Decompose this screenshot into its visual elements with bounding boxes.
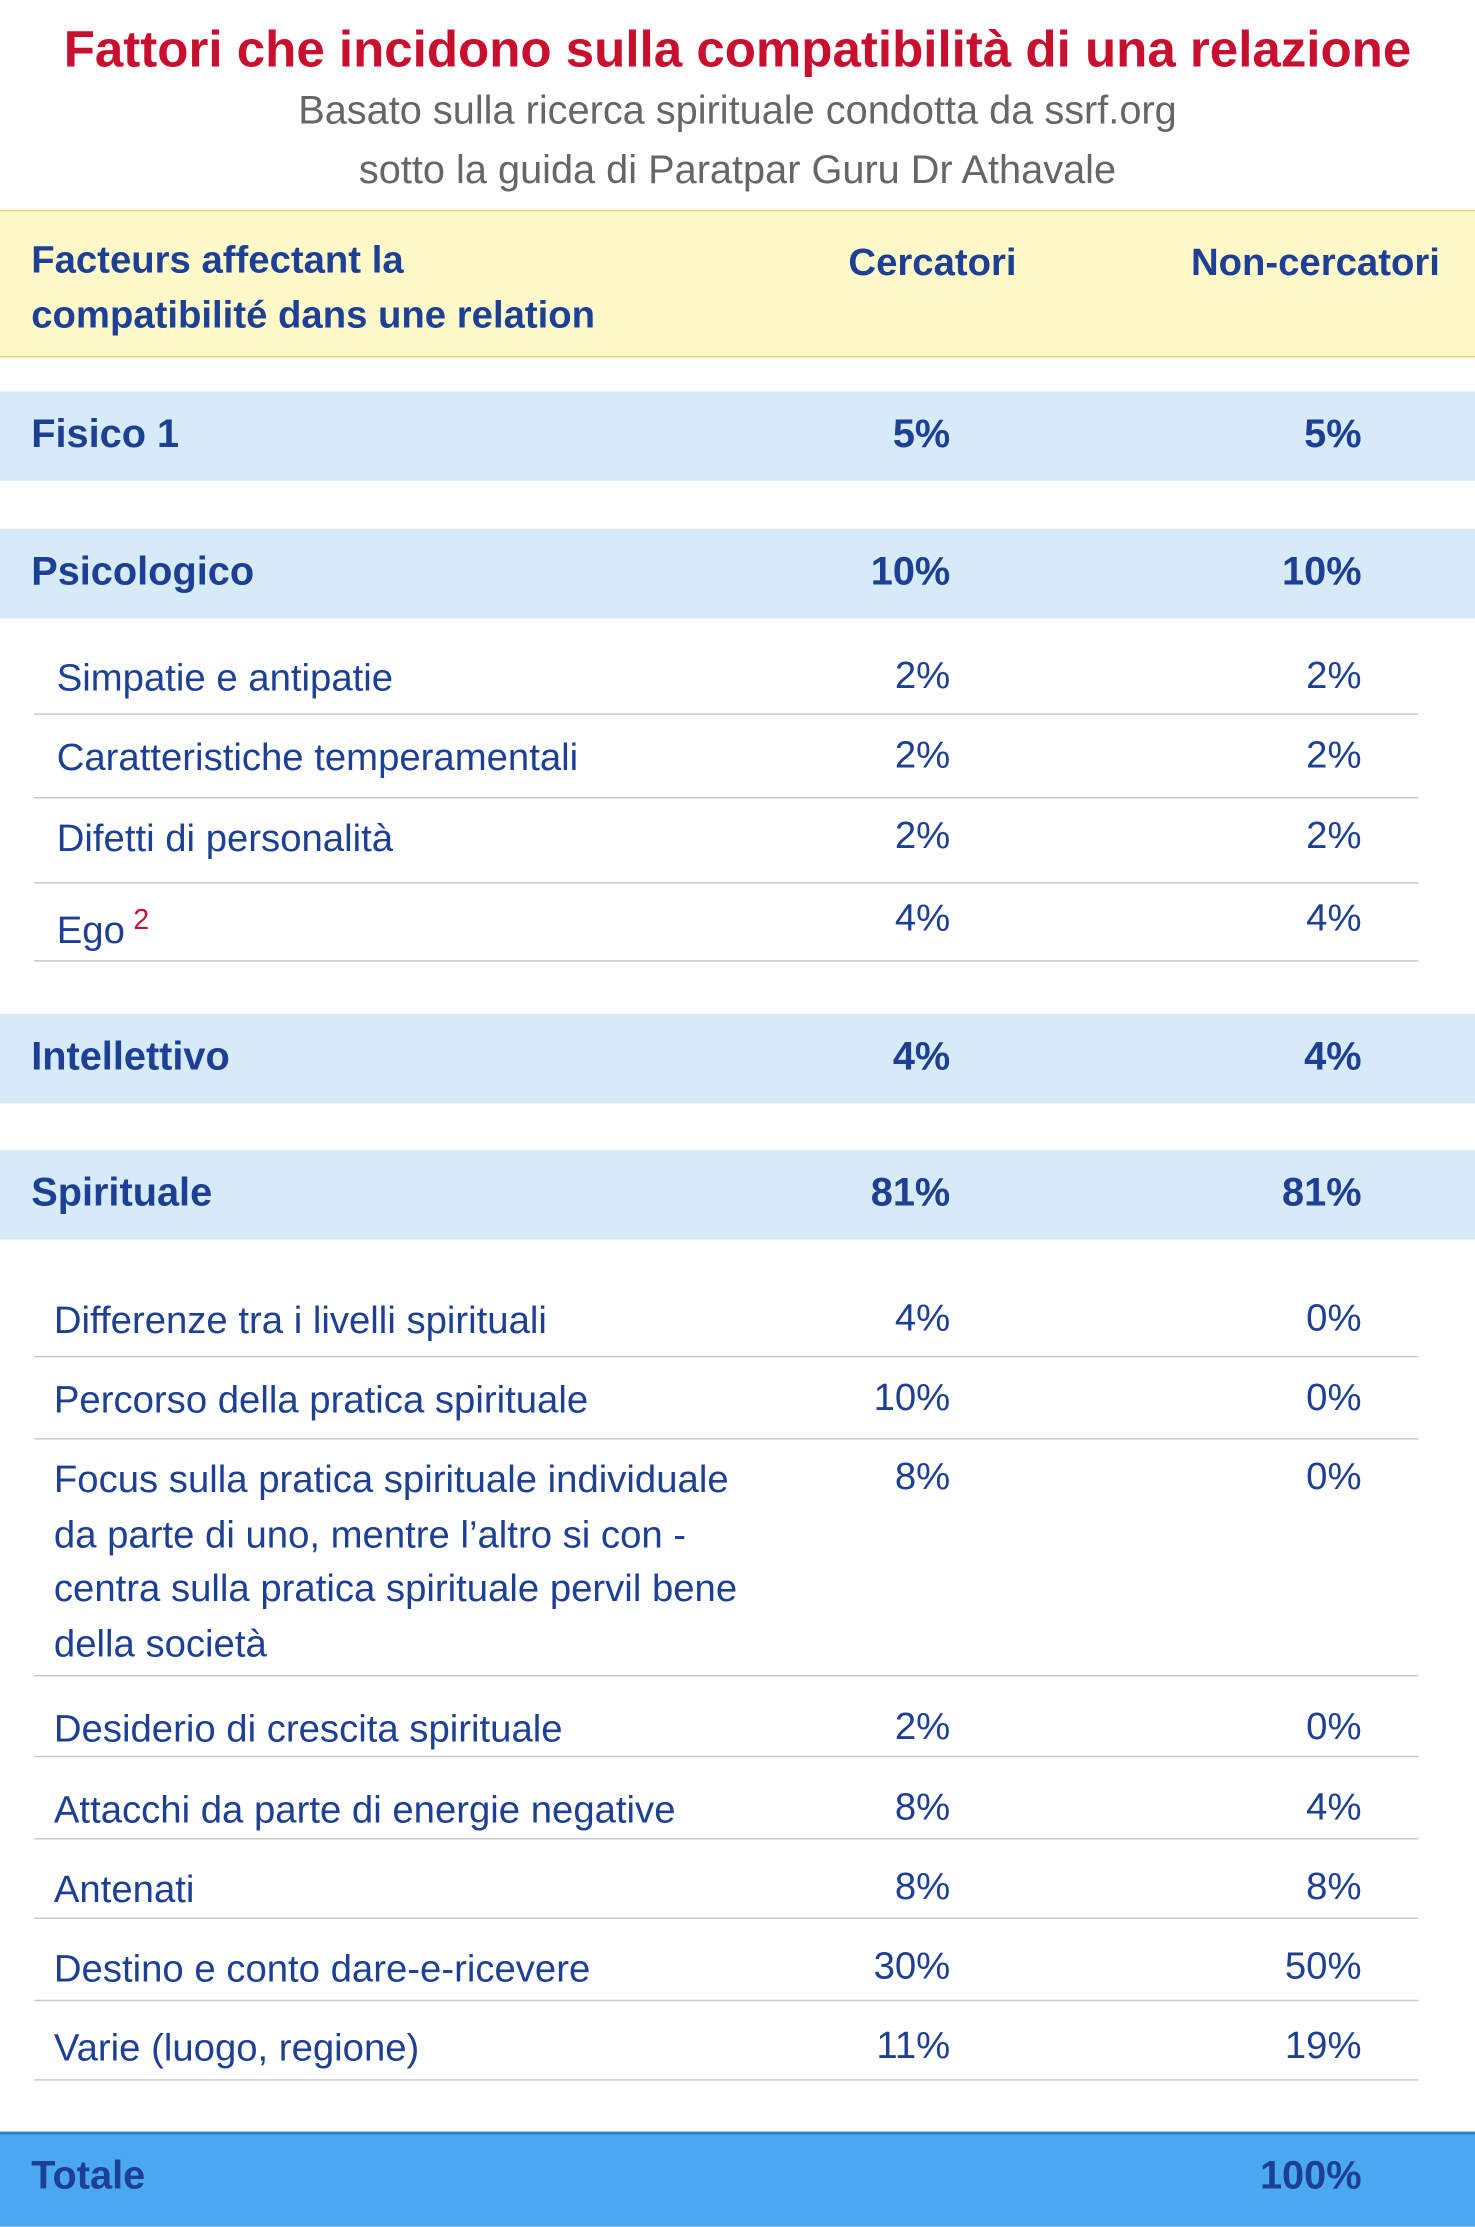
row-separator xyxy=(34,1999,1419,2002)
item-value: 0% xyxy=(1306,1296,1362,1339)
section-label: Spirituale xyxy=(31,1170,213,1215)
item-value: 8% xyxy=(894,1865,951,1908)
footnote: 2 xyxy=(133,904,150,937)
item-label: Desiderio di crescita spirituale xyxy=(53,1707,563,1751)
row-separator xyxy=(34,882,1419,884)
item-value: 0% xyxy=(1306,1455,1362,1498)
item-value: 30% xyxy=(873,1944,951,1987)
item-value: 2% xyxy=(894,1704,951,1748)
item-label: Focus sulla pratica spirituale individua… xyxy=(53,1457,738,1665)
item-value: 4% xyxy=(894,1296,951,1339)
row-separator xyxy=(34,1838,1419,1840)
section-label: Fisico 1 xyxy=(31,411,180,456)
row-separator xyxy=(34,797,1419,799)
item-label: Attacchi da parte di energie negative xyxy=(53,1788,676,1831)
section-band xyxy=(0,1014,1475,1104)
total-value: 100% xyxy=(1259,2152,1362,2197)
section-band xyxy=(0,529,1475,619)
section-value: 10% xyxy=(1282,548,1362,593)
total-band xyxy=(0,2131,1475,2227)
row-separator xyxy=(34,2079,1419,2081)
column-header: Non-cercatori xyxy=(1190,241,1440,284)
section-band xyxy=(0,391,1475,481)
section-value: 81% xyxy=(1282,1170,1362,1215)
row-separator xyxy=(34,1674,1419,1677)
row-separator xyxy=(34,713,1419,715)
item-value: 8% xyxy=(894,1455,951,1498)
item-value: 2% xyxy=(1306,653,1362,697)
item-label: Differenze tra i livelli spirituali xyxy=(53,1299,547,1342)
item-value: 4% xyxy=(894,896,951,939)
item-value: 10% xyxy=(873,1375,951,1419)
section-band xyxy=(0,1150,1475,1240)
item-value: 2% xyxy=(894,814,951,857)
section-value: 10% xyxy=(870,548,951,593)
item-label: Difetti di personalità xyxy=(56,816,394,860)
item-value: 4% xyxy=(1306,1785,1362,1829)
total-label: Totale xyxy=(31,2152,146,2197)
row-separator xyxy=(34,960,1419,962)
item-label: Varie (luogo, regione) xyxy=(53,2026,420,2070)
item-label: Simpatie e antipatie xyxy=(56,656,394,700)
item-value: 19% xyxy=(1284,2023,1362,2067)
item-value: 2% xyxy=(894,653,951,697)
item-value: 8% xyxy=(1306,1865,1362,1908)
item-label: Destino e conto dare-e-ricevere xyxy=(53,1947,591,1990)
section-value: 5% xyxy=(1304,411,1362,456)
item-value: 50% xyxy=(1284,1944,1362,1987)
item-label: Antenati xyxy=(53,1867,195,1911)
subtitle: sotto la guida di Paratpar Guru Dr Athav… xyxy=(358,147,1117,192)
item-label: Percorso della pratica spirituale xyxy=(53,1378,589,1422)
row-separator xyxy=(34,1755,1419,1758)
section-value: 5% xyxy=(892,411,951,456)
row-separator xyxy=(34,1438,1419,1440)
item-label: Caratteristiche temperamentali xyxy=(56,736,579,779)
item-value: 2% xyxy=(1306,733,1362,776)
section-label: Psicologico xyxy=(31,548,255,593)
item-value: 2% xyxy=(894,733,951,776)
item-value: 4% xyxy=(1306,896,1362,939)
header-band xyxy=(0,209,1475,358)
column-header: Cercatori xyxy=(848,241,1017,284)
section-value: 81% xyxy=(870,1170,951,1215)
section-label: Intellettivo xyxy=(31,1033,230,1078)
column-header: Facteurs affectant la compatibilité dans… xyxy=(31,238,596,337)
item-value: 2% xyxy=(1306,814,1362,857)
item-value: 0% xyxy=(1306,1704,1362,1748)
title: Fattori che incidono sulla compatibilità… xyxy=(63,19,1412,79)
item-value: 0% xyxy=(1306,1375,1362,1419)
item-label: Ego 2 xyxy=(56,904,150,952)
section-value: 4% xyxy=(1304,1033,1362,1078)
row-separator xyxy=(34,1355,1419,1358)
item-value: 11% xyxy=(876,2023,951,2067)
item-value: 8% xyxy=(894,1785,951,1829)
section-value: 4% xyxy=(892,1033,951,1078)
row-separator xyxy=(34,1917,1419,1919)
subtitle: Basato sulla ricerca spirituale condotta… xyxy=(298,87,1177,132)
